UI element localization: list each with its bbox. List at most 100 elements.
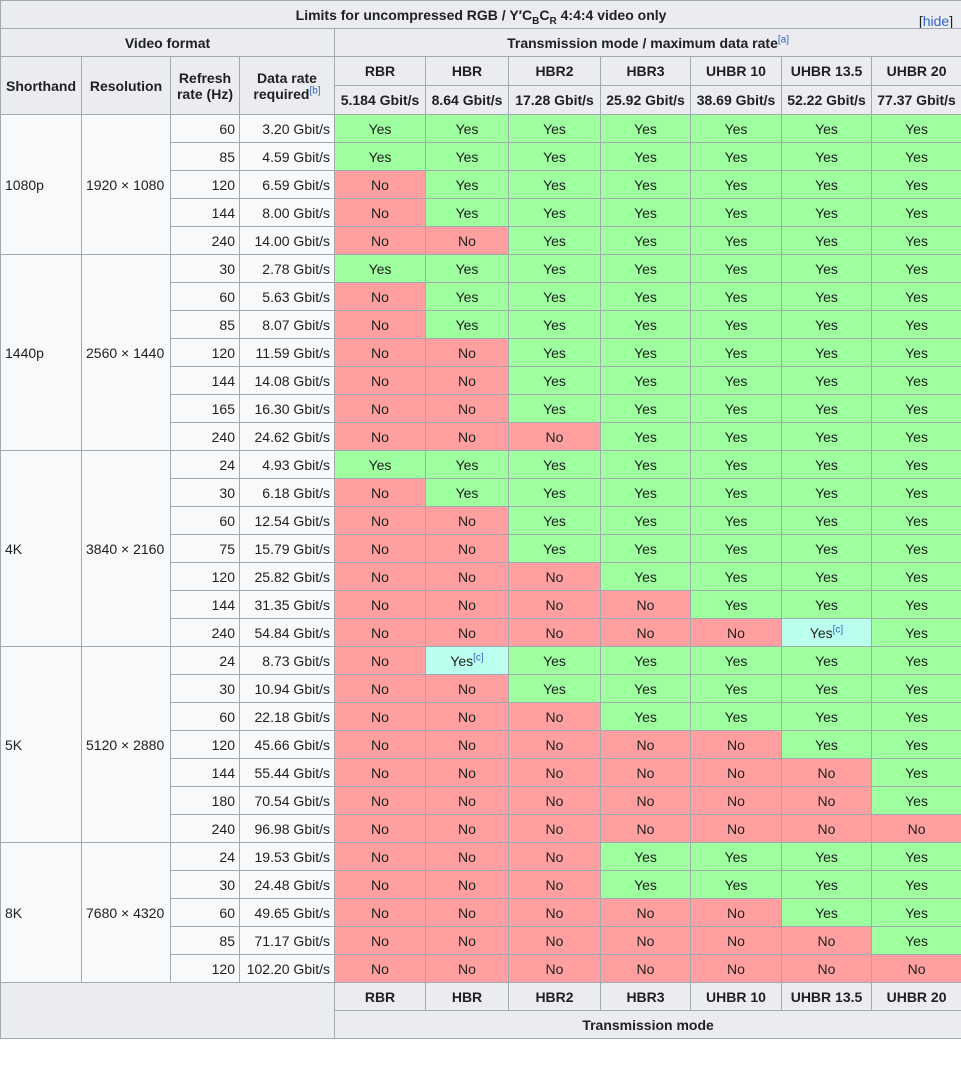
support-no-cell: No bbox=[425, 786, 509, 815]
support-yes-cell: Yes bbox=[870, 534, 961, 563]
support-yes-cell: Yes bbox=[600, 170, 691, 199]
support-no-cell: No bbox=[508, 590, 601, 619]
refresh-rate-cell: 180 bbox=[170, 786, 240, 815]
footnote-c-link[interactable]: [c] bbox=[473, 651, 484, 663]
support-yes-cell: Yes bbox=[600, 254, 691, 283]
resolution-cell: 1920 × 1080 bbox=[81, 114, 171, 255]
support-yes-cell: Yes bbox=[781, 114, 872, 143]
support-no-cell: No bbox=[508, 758, 601, 787]
table-row: 120 102.20 Gbit/s No No No No No No No bbox=[1, 954, 961, 983]
support-yes-cell: Yes bbox=[781, 254, 872, 283]
support-no-cell: No bbox=[600, 954, 691, 983]
support-yes-cell: Yes bbox=[600, 142, 691, 171]
support-no-cell: No bbox=[334, 310, 426, 339]
support-yes-cell: Yes bbox=[870, 310, 961, 339]
support-yes-cell: Yes bbox=[690, 870, 782, 899]
refresh-rate-cell: 240 bbox=[170, 814, 240, 843]
table-row: 120 6.59 Gbit/s No Yes Yes Yes Yes Yes Yes bbox=[1, 170, 961, 199]
support-yes-cell: Yes bbox=[781, 282, 872, 311]
hide-link[interactable]: hide bbox=[922, 13, 950, 29]
support-yes-cell: Yes bbox=[781, 870, 872, 899]
data-rate-cell: 25.82 Gbit/s bbox=[239, 562, 335, 591]
support-yes-cell: Yes bbox=[870, 590, 961, 619]
support-yes-cell: Yes bbox=[781, 842, 872, 871]
refresh-rate-cell: 120 bbox=[170, 562, 240, 591]
mode-header-uhbr10: UHBR 10 bbox=[690, 56, 782, 86]
support-yes-cell: Yes bbox=[781, 338, 872, 367]
support-yes-cell: Yes bbox=[870, 674, 961, 703]
support-no-cell: No bbox=[690, 786, 782, 815]
refresh-rate-cell: 60 bbox=[170, 506, 240, 535]
support-no-cell: No bbox=[508, 926, 601, 955]
refresh-rate-cell: 30 bbox=[170, 254, 240, 283]
table-row: 85 8.07 Gbit/s No Yes Yes Yes Yes Yes Yes bbox=[1, 310, 961, 339]
support-no-cell: No bbox=[600, 758, 691, 787]
support-yes-cell: Yes bbox=[600, 394, 691, 423]
table-row: 30 24.48 Gbit/s No No No Yes Yes Yes Yes bbox=[1, 870, 961, 899]
table-row: 75 15.79 Gbit/s No No Yes Yes Yes Yes Yes bbox=[1, 534, 961, 563]
table-row: 240 54.84 Gbit/s No No No No No Yes[c] Yes bbox=[1, 618, 961, 647]
refresh-rate-cell: 85 bbox=[170, 310, 240, 339]
support-yes-cell: Yes bbox=[508, 282, 601, 311]
support-no-cell: No bbox=[425, 394, 509, 423]
support-yes-cell: Yes bbox=[600, 646, 691, 675]
shorthand-cell: 4K bbox=[0, 450, 82, 647]
mode-rate-uhbr10: 38.69 Gbit/s bbox=[690, 85, 782, 115]
support-yes-cell: Yes bbox=[425, 198, 509, 227]
mode-header-rbr: RBR bbox=[334, 56, 426, 86]
support-yes-note-cell: Yes[c] bbox=[781, 618, 872, 647]
support-yes-cell: Yes bbox=[425, 114, 509, 143]
support-no-cell: No bbox=[334, 618, 426, 647]
support-no-cell: No bbox=[425, 954, 509, 983]
support-no-cell: No bbox=[334, 506, 426, 535]
support-no-cell: No bbox=[334, 842, 426, 871]
refresh-rate-cell: 240 bbox=[170, 422, 240, 451]
footnote-a-link[interactable]: [a] bbox=[777, 33, 789, 45]
support-yes-cell: Yes bbox=[690, 534, 782, 563]
refresh-rate-cell: 120 bbox=[170, 338, 240, 367]
table-row: 30 10.94 Gbit/s No No Yes Yes Yes Yes Yes bbox=[1, 674, 961, 703]
data-rate-cell: 96.98 Gbit/s bbox=[239, 814, 335, 843]
support-yes-cell: Yes bbox=[870, 422, 961, 451]
support-yes-cell: Yes bbox=[870, 702, 961, 731]
support-yes-cell: Yes bbox=[600, 674, 691, 703]
table-row: 120 25.82 Gbit/s No No No Yes Yes Yes Yes bbox=[1, 562, 961, 591]
footer-mode-hbr3: HBR3 bbox=[600, 982, 691, 1011]
support-no-cell: No bbox=[334, 814, 426, 843]
support-yes-cell: Yes bbox=[870, 338, 961, 367]
support-yes-cell: Yes bbox=[870, 898, 961, 927]
support-no-cell: No bbox=[425, 534, 509, 563]
support-no-cell: No bbox=[600, 926, 691, 955]
support-yes-cell: Yes bbox=[334, 142, 426, 171]
hide-toggle: [hide] bbox=[918, 13, 954, 29]
support-no-cell: No bbox=[425, 702, 509, 731]
support-no-cell: No bbox=[690, 926, 782, 955]
support-yes-cell: Yes bbox=[690, 114, 782, 143]
table-row: 85 4.59 Gbit/s Yes Yes Yes Yes Yes Yes Yes bbox=[1, 142, 961, 171]
support-no-cell: No bbox=[508, 702, 601, 731]
support-yes-cell: Yes bbox=[781, 198, 872, 227]
support-yes-cell: Yes bbox=[600, 506, 691, 535]
support-yes-cell: Yes bbox=[425, 282, 509, 311]
support-yes-cell: Yes bbox=[600, 702, 691, 731]
support-no-cell: No bbox=[425, 590, 509, 619]
support-yes-cell: Yes bbox=[870, 506, 961, 535]
data-rate-cell: 15.79 Gbit/s bbox=[239, 534, 335, 563]
footnote-c-link[interactable]: [c] bbox=[832, 623, 844, 635]
support-no-cell: No bbox=[508, 954, 601, 983]
support-no-cell: No bbox=[425, 338, 509, 367]
support-yes-cell: Yes bbox=[690, 170, 782, 199]
support-yes-cell: Yes bbox=[600, 198, 691, 227]
support-no-cell: No bbox=[425, 870, 509, 899]
footnote-b-link[interactable]: [b] bbox=[309, 84, 321, 96]
support-yes-cell: Yes bbox=[870, 198, 961, 227]
refresh-rate-cell: 144 bbox=[170, 198, 240, 227]
mode-rate-uhbr20: 77.37 Gbit/s bbox=[870, 85, 961, 115]
support-yes-cell: Yes bbox=[508, 254, 601, 283]
support-yes-cell: Yes bbox=[690, 394, 782, 423]
shorthand-cell: 1440p bbox=[0, 254, 82, 451]
support-yes-cell: Yes bbox=[870, 730, 961, 759]
support-no-cell: No bbox=[334, 198, 426, 227]
support-yes-cell: Yes bbox=[781, 170, 872, 199]
support-no-cell: No bbox=[334, 534, 426, 563]
